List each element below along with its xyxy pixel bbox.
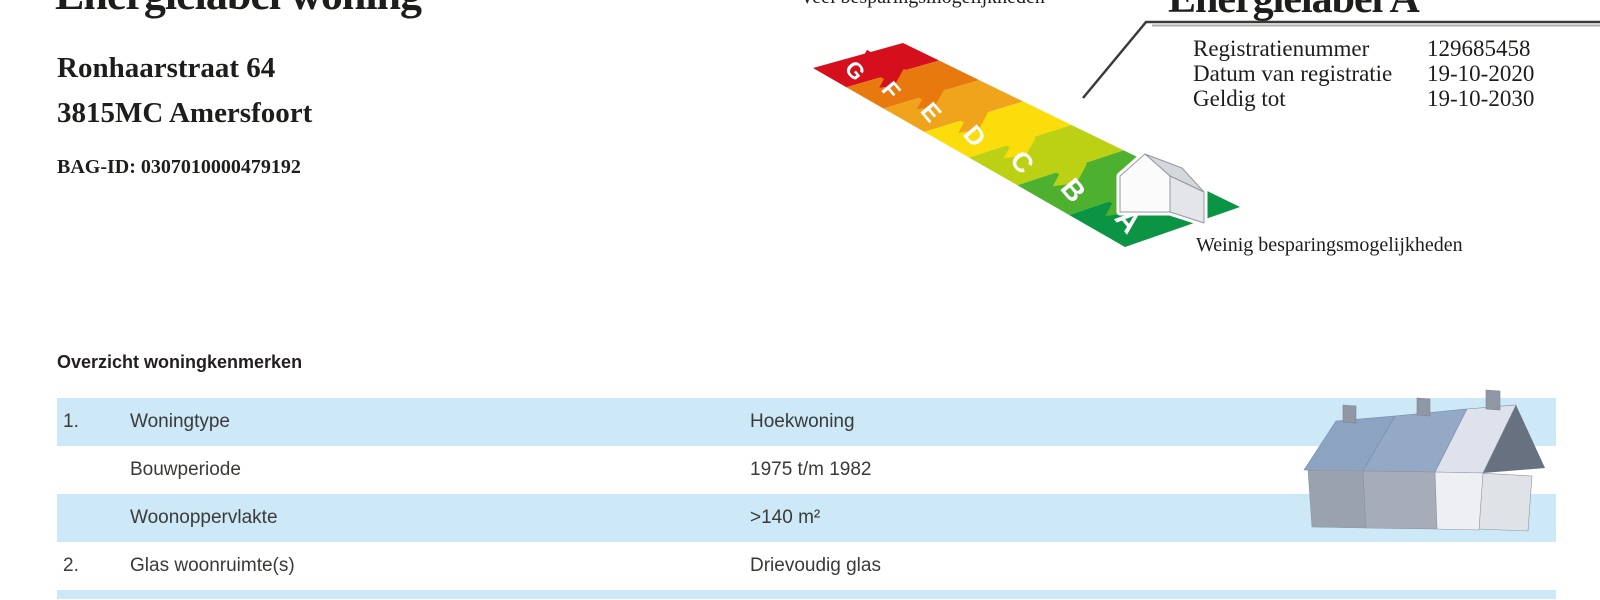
registration-title: Energielabel A [1168, 0, 1420, 23]
row-label: Bouwperiode [130, 459, 241, 480]
energy-class-letter-F: F [877, 76, 906, 104]
energy-class-letter-G: G [840, 56, 870, 85]
row-value: 1975 t/m 1982 [750, 459, 872, 480]
registration-date-label: Datum van registratie [1193, 61, 1393, 86]
table-row-partial [57, 590, 1556, 599]
energy-segment-D [924, 101, 1072, 158]
energy-segment-G [813, 43, 940, 88]
energy-arrow-B [1076, 162, 1150, 217]
registration-row: Registratienummer 129685458 [1193, 36, 1534, 61]
features-table: 1. Woningtype Hoekwoning Bouwperiode 197… [57, 398, 1556, 599]
registration-details: Registratienummer 129685458 Datum van re… [1193, 36, 1534, 111]
row-label: Glas woonruimte(s) [130, 555, 295, 576]
registration-row: Geldig tot 19-10-2030 [1193, 86, 1534, 111]
bag-id: BAG-ID: 0307010000479192 [57, 156, 301, 178]
address-street: Ronhaarstraat 64 [57, 52, 276, 84]
less-savings-label: Weinig besparingsmogelijkheden [1196, 234, 1463, 256]
energy-class-letter-D: D [957, 120, 990, 152]
row-value: >140 m² [750, 507, 821, 528]
energy-arrow-F [894, 68, 951, 110]
energy-segment-B [1017, 150, 1180, 215]
registration-date-value: 19-10-2020 [1427, 61, 1535, 86]
row-label: Woningtype [130, 411, 230, 432]
energy-arrow-C [1025, 136, 1095, 187]
energy-segment-C [969, 125, 1124, 186]
more-savings-label: Veel besparingsmogelijkheden [800, 0, 1045, 9]
table-row: Woonoppervlakte >140 m² [57, 494, 1556, 542]
row-label: Woonoppervlakte [130, 507, 278, 528]
energy-class-letter-C: C [1004, 144, 1040, 179]
document-title: Energielabel woning [55, 0, 422, 20]
energy-class-letter-B: B [1054, 172, 1092, 208]
dwelling-icon [1116, 150, 1208, 227]
energy-segment-F [846, 60, 980, 109]
energy-arrow-E [934, 89, 995, 133]
table-row: 2. Glas woonruimte(s) Drievoudig glas [57, 542, 1556, 590]
energy-segment-E [883, 80, 1024, 132]
valid-until-value: 19-10-2030 [1427, 86, 1535, 111]
valid-until-label: Geldig tot [1193, 86, 1286, 111]
table-row: Bouwperiode 1975 t/m 1982 [57, 446, 1556, 494]
table-row: 1. Woningtype Hoekwoning [57, 398, 1556, 446]
table-title: Overzicht woningkenmerken [57, 352, 303, 372]
energy-arrow-D [978, 111, 1043, 159]
registration-number-value: 129685458 [1427, 36, 1531, 61]
row-number: 1. [63, 411, 79, 432]
row-number: 2. [63, 555, 79, 576]
registration-row: Datum van registratie 19-10-2020 [1193, 61, 1534, 86]
registration-number-label: Registratienummer [1193, 36, 1370, 61]
energy-class-letter-A: A [1108, 202, 1147, 240]
energy-class-letter-E: E [915, 98, 946, 128]
energy-arrow-G [858, 49, 911, 88]
row-value: Hoekwoning [750, 411, 855, 432]
row-value: Drievoudig glas [750, 555, 881, 576]
address-city: 3815MC Amersfoort [57, 97, 313, 129]
